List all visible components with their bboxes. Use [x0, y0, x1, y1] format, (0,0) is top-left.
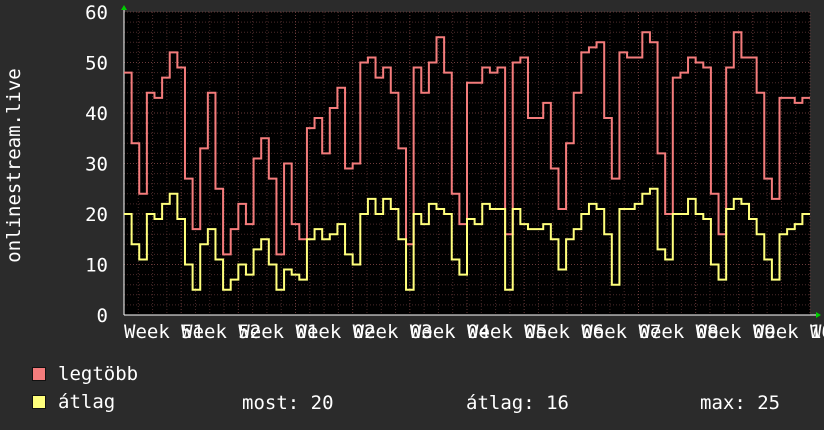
stat-average: átlag: 16 — [466, 392, 569, 414]
y-axis-title: onlinestream.live — [3, 68, 25, 262]
x-tick-label: Week 52 — [181, 321, 261, 343]
y-tick-label: 30 — [85, 154, 108, 176]
stat-current: most: 20 — [242, 392, 334, 414]
y-axis-arrow — [121, 5, 127, 10]
x-tick-label: Week 51 — [124, 321, 204, 343]
x-tick-label: Week 04 — [410, 321, 490, 343]
x-tick-label: Week 02 — [296, 321, 376, 343]
legend-swatch-max — [32, 367, 46, 381]
legend-label-avg: átlag — [58, 391, 116, 413]
y-tick-label: 0 — [97, 305, 108, 327]
y-tick-label: 50 — [85, 53, 108, 75]
legend-item-max: legtöbb — [32, 363, 139, 385]
x-tick-label: Week 07 — [581, 321, 661, 343]
x-tick-label: Week 01 — [238, 321, 318, 343]
legend-swatch-avg — [32, 395, 46, 409]
x-tick-label: Week 05 — [467, 321, 547, 343]
x-axis-arrow — [816, 312, 821, 318]
legend-label-max: legtöbb — [58, 363, 139, 385]
x-tick-label: Week 03 — [353, 321, 433, 343]
y-tick-label: 60 — [85, 2, 108, 24]
x-tick-label: Week 09 — [696, 321, 776, 343]
y-tick-label: 20 — [85, 204, 108, 226]
series-line-avg — [124, 187, 810, 291]
x-tick-label: Week 10 — [753, 321, 824, 343]
x-tick-label: Week 11 — [810, 321, 824, 343]
series-line-max — [124, 31, 810, 256]
y-tick-label: 10 — [85, 255, 108, 277]
x-tick-label: Week 06 — [524, 321, 604, 343]
stat-maximum: max: 25 — [700, 392, 781, 414]
x-tick-label: Week 08 — [639, 321, 719, 343]
y-tick-label: 40 — [85, 103, 108, 125]
chart: 0 10 20 30 40 50 60 Week 51 Week 52 Week 01 Week 0… — [3, 2, 824, 343]
legend-item-avg: átlag — [32, 391, 116, 413]
